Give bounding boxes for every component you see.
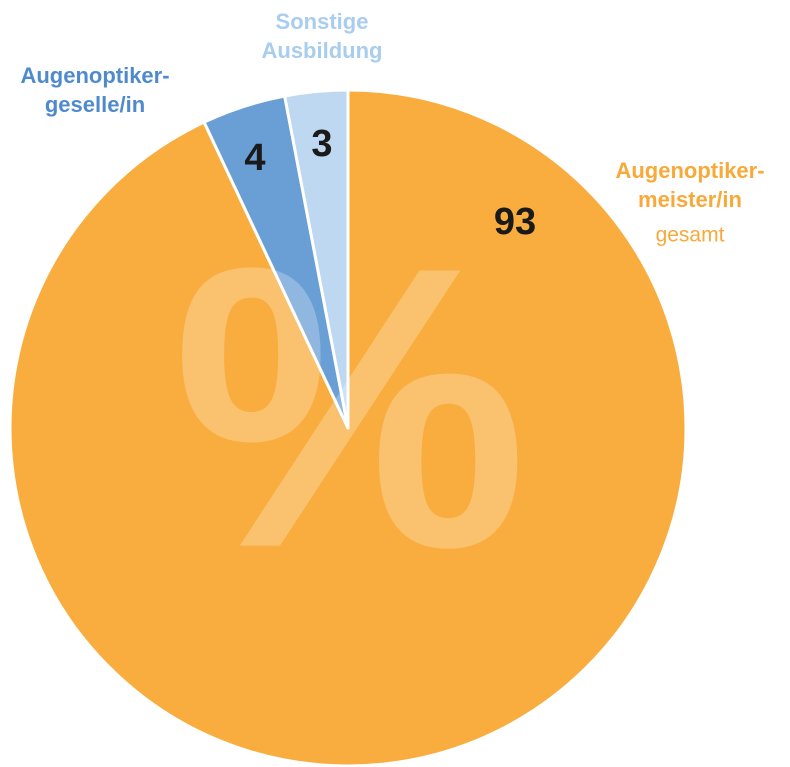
value-label: 93 (494, 201, 536, 243)
category-label: meister/in (638, 187, 742, 212)
value-label: 4 (244, 137, 265, 179)
category-label: Augenoptiker- (615, 158, 764, 183)
category-label: geselle/in (45, 92, 145, 117)
category-label: Ausbildung (262, 38, 383, 63)
annotation: gesamt (656, 224, 725, 247)
watermark: % (172, 184, 528, 631)
category-label: Sonstige (276, 9, 369, 34)
value-label: 3 (311, 123, 332, 165)
pie-slice (283, 88, 350, 430)
category-label: Augenoptiker- (20, 63, 169, 88)
